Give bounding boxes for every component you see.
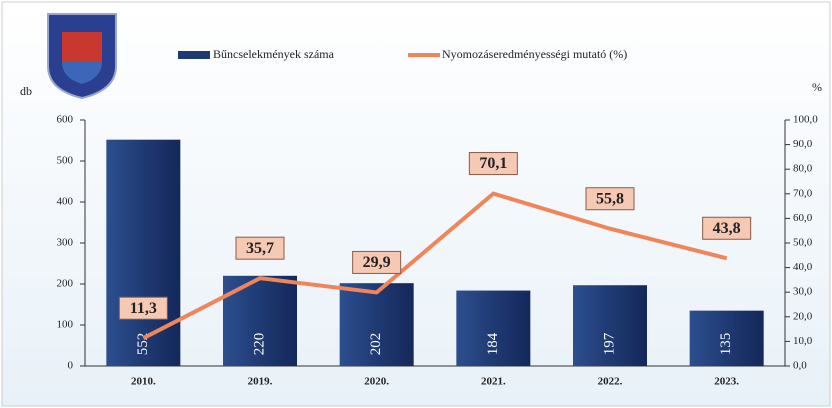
y2-tick-label: 70,0 xyxy=(793,187,813,199)
y2-tick-label: 20,0 xyxy=(793,310,813,322)
bar xyxy=(456,290,531,366)
value-label-box xyxy=(235,236,285,260)
line-value-label: 70,1 xyxy=(479,155,507,172)
x-tick-label: 2023. xyxy=(714,376,739,388)
y2-axis-label: % xyxy=(812,80,822,94)
line-value-label: 43,8 xyxy=(713,220,741,237)
bar-value-label: 202 xyxy=(368,333,384,356)
bar xyxy=(689,310,764,366)
y-tick-label: 200 xyxy=(57,278,74,290)
y2-tick-label: 60,0 xyxy=(793,212,813,224)
y2-tick-label: 100,0 xyxy=(793,114,818,126)
y2-tick-label: 80,0 xyxy=(793,163,813,175)
y2-tick-label: 40,0 xyxy=(793,261,813,273)
bar-value-label: 184 xyxy=(485,332,501,355)
bar xyxy=(339,283,414,366)
bar xyxy=(106,139,181,366)
y2-tick-label: 10,0 xyxy=(793,335,813,347)
value-label-box xyxy=(585,187,635,211)
value-label-box xyxy=(352,250,402,274)
line-value-label: 29,9 xyxy=(363,254,391,271)
x-tick-label: 2022. xyxy=(598,376,623,388)
legend-swatch xyxy=(178,51,210,59)
bar xyxy=(573,285,647,366)
y-tick-label: 400 xyxy=(57,196,74,208)
bar-value-label: 135 xyxy=(718,333,734,356)
y2-tick-label: 0,0 xyxy=(793,360,807,372)
police-badge xyxy=(47,13,117,100)
x-tick-label: 2019. xyxy=(248,376,273,388)
value-label-box xyxy=(702,216,752,240)
y-tick-label: 0 xyxy=(68,360,74,372)
line-value-label: 55,8 xyxy=(596,190,624,207)
y-tick-label: 300 xyxy=(57,237,74,249)
x-tick-label: 2021. xyxy=(481,376,506,388)
bar-value-label: 220 xyxy=(251,333,267,356)
y2-tick-label: 30,0 xyxy=(793,286,813,298)
bar-value-label: 197 xyxy=(601,332,617,355)
line-value-label: 35,7 xyxy=(246,240,274,257)
line xyxy=(142,191,728,340)
x-tick-label: 2010. xyxy=(131,376,156,388)
y-tick-label: 500 xyxy=(57,155,74,167)
y-axis-label: db xyxy=(20,84,32,98)
y-tick-label: 100 xyxy=(57,319,74,331)
value-label-box xyxy=(468,152,518,176)
x-tick-label: 2020. xyxy=(364,376,389,388)
y2-tick-label: 90,0 xyxy=(793,138,813,150)
legend-label: Nyomozáseredményességi mutató (%) xyxy=(442,47,627,61)
legend-label: Bűncselekmények száma xyxy=(213,47,335,61)
y-tick-label: 600 xyxy=(57,114,74,126)
y2-tick-label: 50,0 xyxy=(793,237,813,249)
line-value-label: 11,3 xyxy=(130,300,157,317)
value-label-box xyxy=(118,296,168,320)
